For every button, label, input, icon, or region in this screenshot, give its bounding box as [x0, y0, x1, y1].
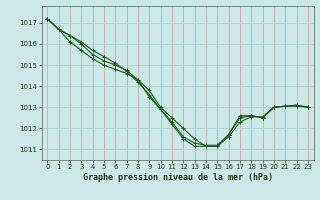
X-axis label: Graphe pression niveau de la mer (hPa): Graphe pression niveau de la mer (hPa) — [83, 173, 273, 182]
